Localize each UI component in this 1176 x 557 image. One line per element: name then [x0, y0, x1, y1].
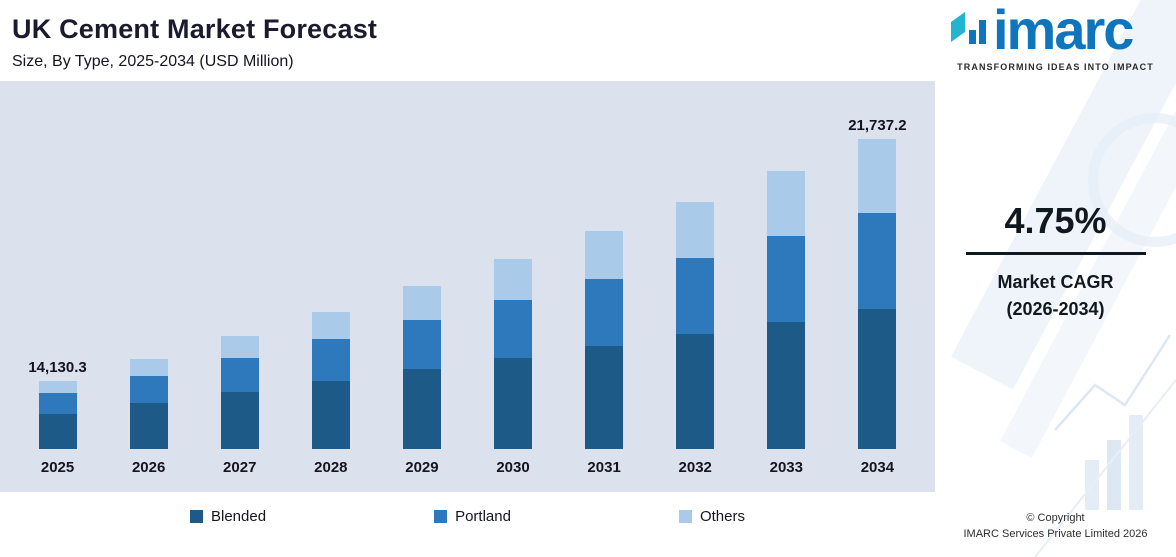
bar-segment-portland [402, 319, 441, 370]
legend-swatch-portland [434, 510, 448, 523]
bar-column [194, 335, 285, 449]
bar-segment-blended [38, 413, 77, 449]
legend-item-others: Others [678, 508, 745, 525]
bar-segment-portland [38, 393, 77, 414]
bar-stack [129, 359, 168, 449]
x-tick-label: 2033 [769, 459, 803, 476]
legend-swatch-blended [190, 510, 203, 523]
bar-segment-portland [858, 213, 897, 310]
brand-panel-content: imarc TRANSFORMING IDEAS INTO IMPACT 4.7… [935, 0, 1176, 557]
copyright-line1: © Copyright [1026, 512, 1085, 525]
legend-item-portland: Portland [434, 508, 511, 525]
imarc-tagline: TRANSFORMING IDEAS INTO IMPACT [957, 61, 1154, 72]
bar-segment-blended [402, 369, 441, 449]
bar-stack [585, 231, 624, 449]
bar-stack [858, 138, 897, 449]
brand-panel: imarc TRANSFORMING IDEAS INTO IMPACT 4.7… [935, 0, 1176, 557]
bar-segment-blended [858, 309, 897, 449]
imarc-logo-text: imarc [993, 0, 1134, 61]
bar-segment-blended [767, 321, 806, 449]
bar-segment-others [676, 201, 715, 258]
x-tick-label: 2029 [405, 459, 439, 476]
bar-segment-blended [585, 346, 624, 449]
bar-column: 21,737.2 [832, 117, 923, 449]
cagr-divider [965, 251, 1146, 255]
bar-stack [494, 259, 533, 449]
bar-column [650, 201, 741, 449]
bar-segment-others [38, 381, 77, 394]
chart-title: UK Cement Market Forecast [12, 14, 378, 44]
bar-segment-portland [767, 235, 806, 322]
legend-swatch-others [678, 510, 692, 523]
bar-segment-others [494, 259, 533, 300]
bar-value-label: 21,737.2 [848, 116, 907, 134]
bar-column [741, 171, 832, 449]
bar-segment-blended [494, 357, 533, 449]
bar-column: 14,130.3 [12, 359, 103, 449]
x-tick-label: 2030 [496, 459, 530, 476]
legend-label-others: Others [699, 508, 745, 525]
x-tick-label: 2026 [131, 459, 166, 476]
cagr-label-line2: (2026-2034) [1006, 298, 1105, 319]
copyright-line2: IMARC Services Private Limited 2026 [963, 528, 1148, 541]
plot-panel: 14,130.3 21,737.2 2025 2026 2027 2028 2029 203… [0, 81, 935, 492]
bar-segment-others [311, 311, 350, 340]
bar-segment-blended [220, 391, 259, 449]
x-axis-row: 2025 2026 2027 2028 2029 2030 2031 2032 2033 2034 [0, 449, 935, 492]
legend-label-portland: Portland [455, 508, 511, 525]
bar-stack [402, 286, 441, 449]
bar-segment-portland [676, 257, 715, 334]
chart-header: UK Cement Market Forecast Size, By Type,… [0, 0, 935, 81]
bar-value-label: 14,130.3 [28, 359, 87, 377]
chart-section: UK Cement Market Forecast Size, By Type,… [0, 0, 935, 525]
imarc-logo-icon [951, 11, 986, 44]
bars-row: 14,130.3 21,737.2 [0, 89, 935, 449]
bar-segment-portland [129, 375, 168, 403]
x-tick-label: 2025 [40, 459, 75, 476]
bar-segment-others [220, 335, 259, 358]
bar-stack [676, 201, 715, 449]
bar-column [285, 311, 376, 449]
bar-column [376, 286, 467, 449]
x-tick-label: 2034 [860, 459, 895, 476]
bar-stack [767, 171, 806, 449]
cagr-value: 4.75% [1004, 199, 1107, 241]
bar-segment-portland [311, 339, 350, 381]
copyright: © Copyright IMARC Services Private Limit… [943, 511, 1168, 547]
bar-segment-others [402, 286, 441, 320]
bar-segment-portland [494, 299, 533, 358]
bar-segment-blended [129, 402, 168, 449]
bar-segment-blended [311, 380, 350, 449]
bar-segment-others [585, 231, 624, 280]
bar-segment-others [767, 171, 806, 236]
bar-stack [38, 381, 77, 449]
bar-column [467, 259, 558, 449]
bar-column [103, 359, 194, 449]
legend-item-blended: Blended [190, 508, 266, 525]
x-tick-label: 2027 [223, 459, 257, 476]
bar-segment-portland [220, 357, 259, 392]
legend: Blended Portland Others [190, 508, 745, 525]
imarc-logo: imarc [943, 0, 1168, 61]
cagr-label-line1: Market CAGR [997, 271, 1114, 292]
bar-stack [311, 311, 350, 449]
bar-segment-others [858, 138, 897, 214]
bar-segment-blended [676, 333, 715, 449]
bar-column [559, 231, 650, 449]
bar-segment-others [129, 359, 168, 376]
legend-label-blended: Blended [211, 508, 267, 525]
x-tick-label: 2031 [587, 459, 621, 476]
bar-segment-portland [585, 279, 624, 346]
x-tick-label: 2028 [314, 459, 348, 476]
chart-subtitle: Size, By Type, 2025-2034 (USD Million) [12, 53, 294, 70]
cagr-block: 4.75% Market CAGR (2026-2034) [943, 200, 1168, 323]
bar-stack [220, 335, 259, 449]
x-tick-label: 2032 [678, 459, 712, 476]
